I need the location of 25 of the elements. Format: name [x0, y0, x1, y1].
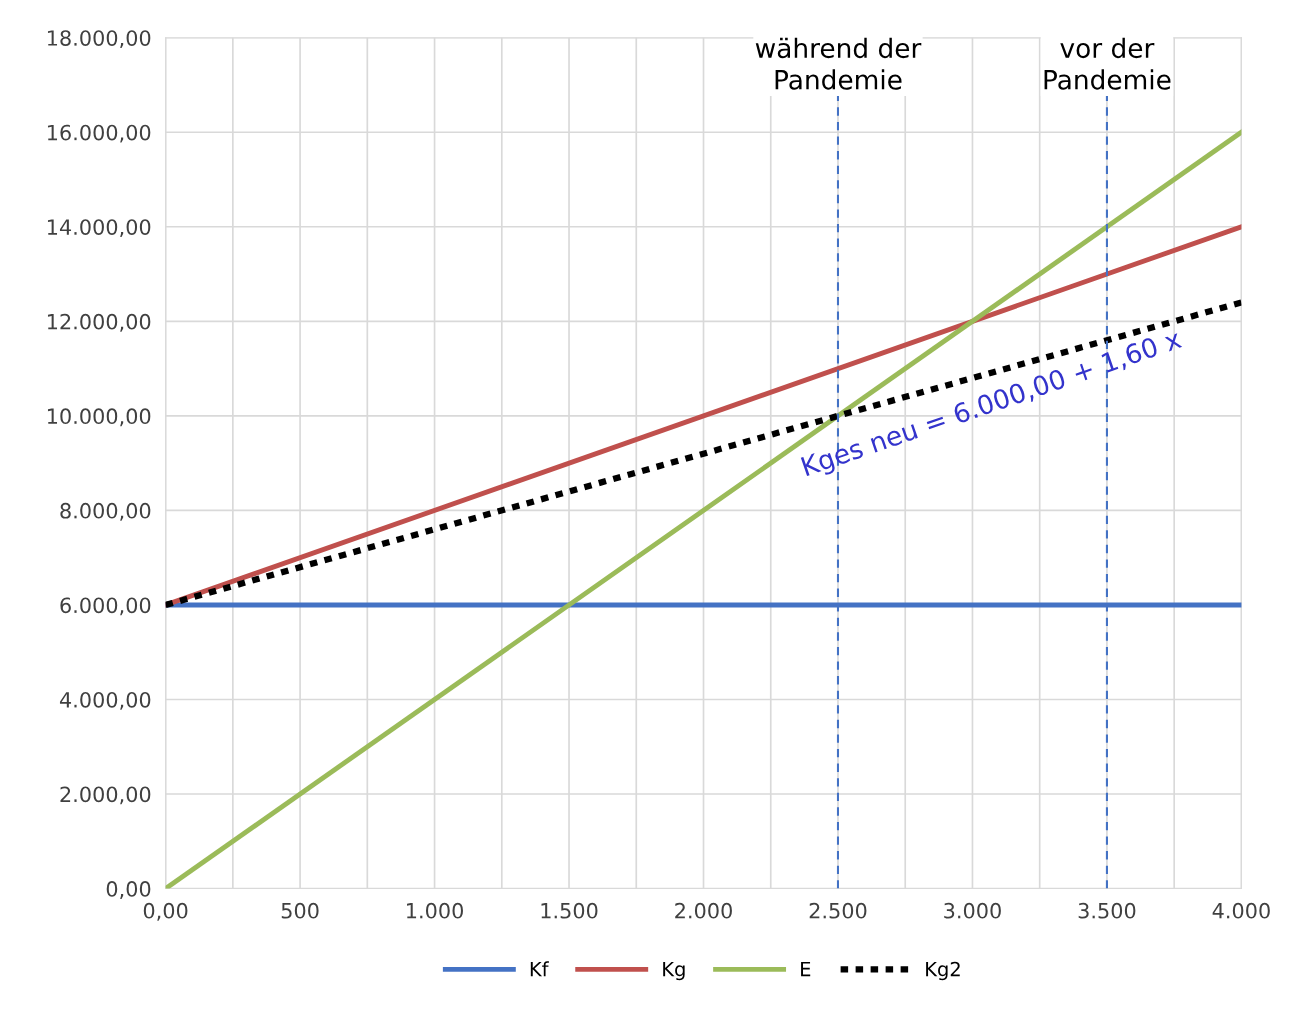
y-tick-label: 12.000,00	[47, 313, 151, 332]
x-tick-label: 1.500	[541, 902, 598, 919]
x-tick-label: 2.500	[809, 902, 867, 919]
y-tick-label: 14.000,00	[47, 219, 151, 238]
ref-line-label: vor der Pandemie	[1044, 37, 1171, 90]
y-tick-label: 8.000,00	[60, 502, 151, 521]
legend-label: E	[801, 961, 811, 977]
x-tick-label: 4.000	[1212, 902, 1270, 919]
y-tick-label: 6.000,00	[60, 597, 151, 616]
y-tick-label: 0,00	[106, 881, 151, 899]
y-tick-label: 2.000,00	[60, 786, 151, 805]
legend-label: Kg2	[926, 961, 960, 981]
x-tick-label: 3.500	[1078, 902, 1136, 919]
legend-label: Kg	[663, 961, 685, 981]
x-tick-label: 3.000	[944, 902, 1001, 919]
legend-label: Kf	[530, 961, 549, 977]
y-tick-label: 16.000,00	[47, 124, 151, 143]
x-tick-label: 500	[281, 902, 319, 919]
x-tick-label: 1.000	[407, 902, 463, 919]
ref-line-label: während der Pandemie	[755, 37, 922, 90]
y-tick-label: 18.000,00	[47, 30, 151, 49]
y-tick-label: 10.000,00	[47, 408, 151, 427]
y-tick-label: 4.000,00	[59, 691, 151, 710]
x-tick-label: 2.000	[675, 902, 732, 919]
x-tick-label: 0,00	[143, 902, 188, 921]
